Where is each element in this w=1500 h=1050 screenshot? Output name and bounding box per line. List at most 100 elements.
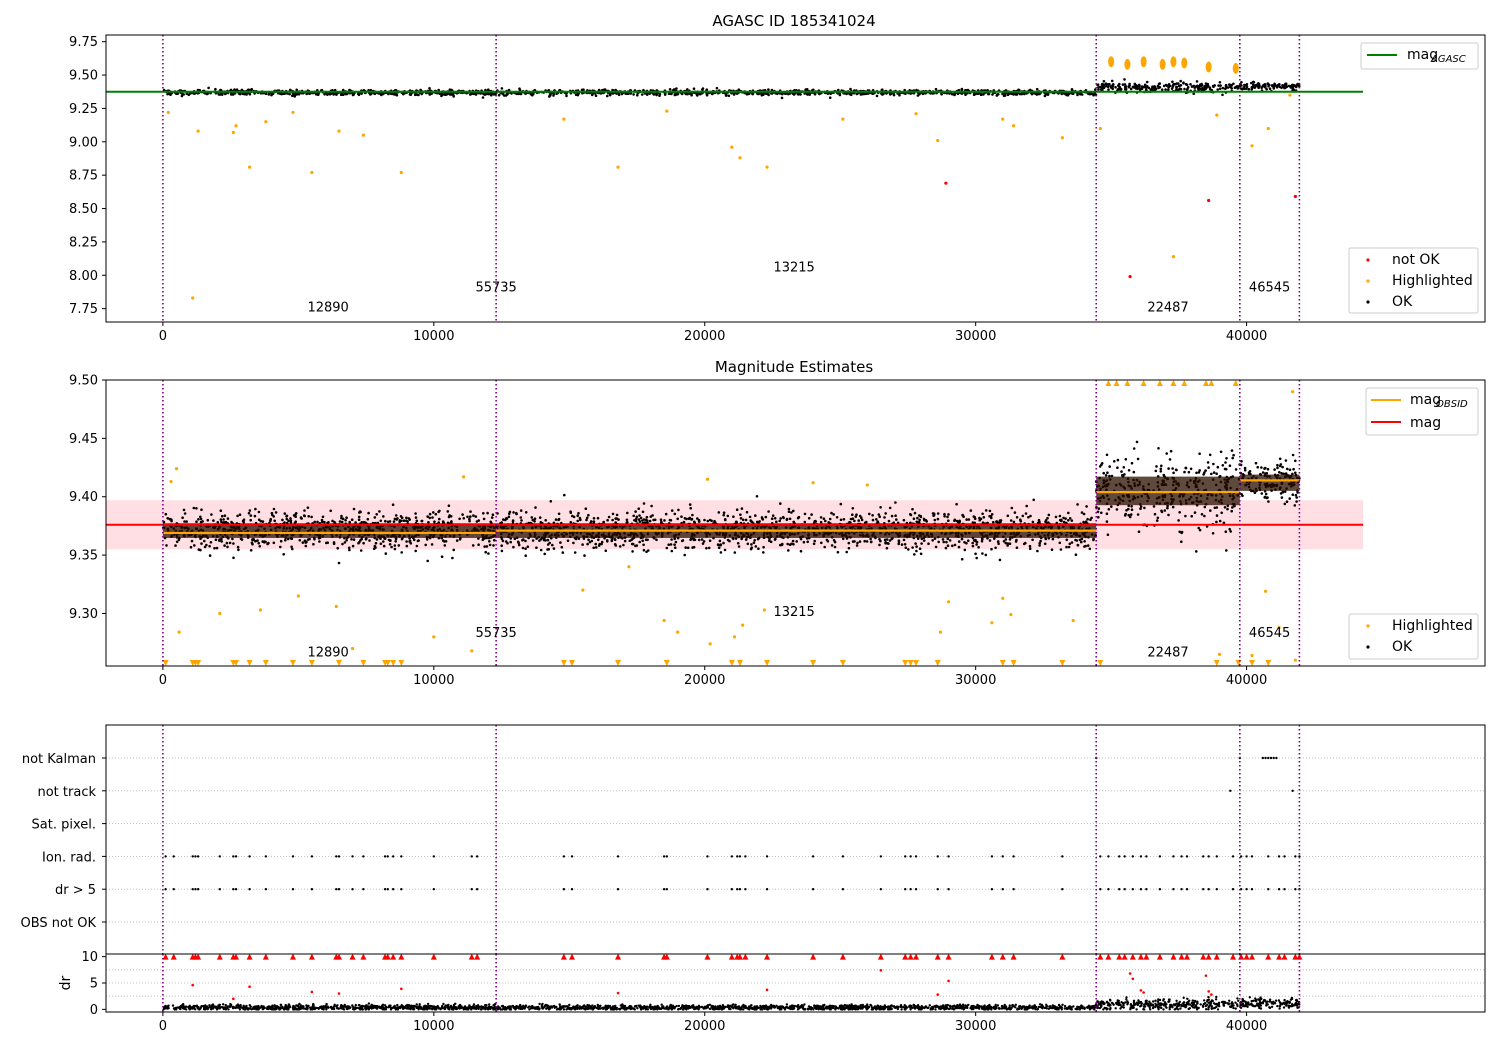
ok-point (1250, 81, 1253, 85)
ok-point (584, 507, 588, 511)
ok-point (382, 515, 385, 518)
ok-point (1068, 542, 1072, 546)
ok-point (205, 543, 208, 547)
ok-point (1044, 520, 1047, 524)
ok-point (832, 538, 836, 542)
ok-point (828, 96, 832, 99)
ok-point (228, 541, 232, 545)
ok-point (1213, 506, 1217, 510)
ok-point (1248, 470, 1252, 473)
ok-point (1088, 547, 1092, 551)
ok-point (1230, 509, 1233, 513)
ok-point (857, 519, 860, 522)
ok-point (369, 92, 373, 96)
ok-point (1212, 471, 1216, 474)
ok-point (918, 547, 922, 550)
ok-point (1115, 508, 1119, 511)
ok-point (1195, 471, 1198, 475)
ok-point (1082, 520, 1085, 524)
ok-point (638, 514, 641, 517)
ok-point (855, 544, 859, 547)
ok-point (1203, 505, 1207, 509)
ok-point (249, 514, 253, 517)
ok-point (716, 543, 720, 546)
clipped-low-marker (839, 660, 846, 666)
ok-point (1215, 472, 1218, 476)
ok-point (428, 87, 431, 90)
ok-point (1114, 86, 1117, 89)
ok-point (375, 513, 379, 516)
ok-point (690, 93, 693, 97)
ok-point (1288, 468, 1292, 472)
ok-point (362, 541, 365, 545)
ok-point (1106, 85, 1110, 89)
ok-point (190, 539, 194, 543)
ok-point (220, 540, 223, 543)
ok-point (807, 516, 811, 520)
agasc-status-legend: not OK Highlighted OK (1348, 247, 1479, 314)
ok-point (1159, 467, 1163, 471)
ok-point (904, 546, 908, 549)
ok-point (703, 518, 706, 522)
ok-point (982, 516, 986, 519)
ok-point (1142, 85, 1146, 89)
highlighted-point (741, 623, 745, 627)
ok-point (357, 515, 361, 519)
ok-point (1144, 88, 1148, 92)
ok-point (588, 540, 592, 544)
ok-point (587, 513, 590, 517)
ok-point (648, 519, 652, 523)
ok-point (358, 510, 362, 513)
ok-point (210, 513, 213, 516)
ok-point (197, 518, 200, 521)
ok-point (767, 510, 770, 513)
ok-point (1023, 92, 1026, 96)
ok-point (1092, 537, 1095, 541)
ok-point (953, 93, 956, 97)
ok-point (289, 517, 292, 520)
clipped-low-marker (663, 660, 670, 666)
ok-point (182, 93, 185, 96)
ok-point (770, 517, 774, 520)
ok-point (524, 511, 528, 514)
ok-point (670, 509, 674, 512)
ok-point (1171, 505, 1175, 509)
ok-point (918, 518, 921, 522)
ok-point (232, 556, 235, 560)
ok-point (611, 518, 614, 522)
ok-point (1265, 87, 1268, 91)
ok-point (696, 94, 699, 97)
ok-point (1147, 86, 1151, 90)
ok-point (1184, 514, 1187, 518)
ok-point (1140, 87, 1144, 90)
ok-point (960, 537, 964, 541)
ok-point (1204, 469, 1207, 472)
ok-point (1110, 79, 1114, 83)
ok-point (845, 92, 848, 95)
ok-point (484, 88, 487, 92)
ok-point (338, 520, 342, 523)
ok-point (1160, 510, 1164, 514)
ok-point (295, 88, 299, 92)
ok-point (1096, 510, 1100, 514)
ok-point (294, 520, 298, 523)
ok-point (931, 92, 934, 95)
ok-point (175, 540, 179, 544)
ok-point (1219, 84, 1222, 87)
ok-point (813, 93, 817, 96)
ok-point (165, 544, 168, 547)
ok-point (188, 92, 191, 95)
ok-point (728, 539, 731, 543)
ok-point (1123, 78, 1126, 81)
ok-point (1044, 537, 1048, 541)
ok-point (1230, 449, 1234, 452)
ok-point (388, 520, 392, 523)
ok-point (1243, 84, 1247, 87)
ok-point (168, 518, 172, 521)
magnitude-estimates-panel: Magnitude Estimates 12890557351321522487… (69, 358, 1486, 688)
ok-point (438, 92, 442, 95)
ok-point (1059, 548, 1063, 551)
ok-point (642, 518, 646, 521)
ok-point (1123, 85, 1127, 89)
ok-point (684, 92, 688, 96)
